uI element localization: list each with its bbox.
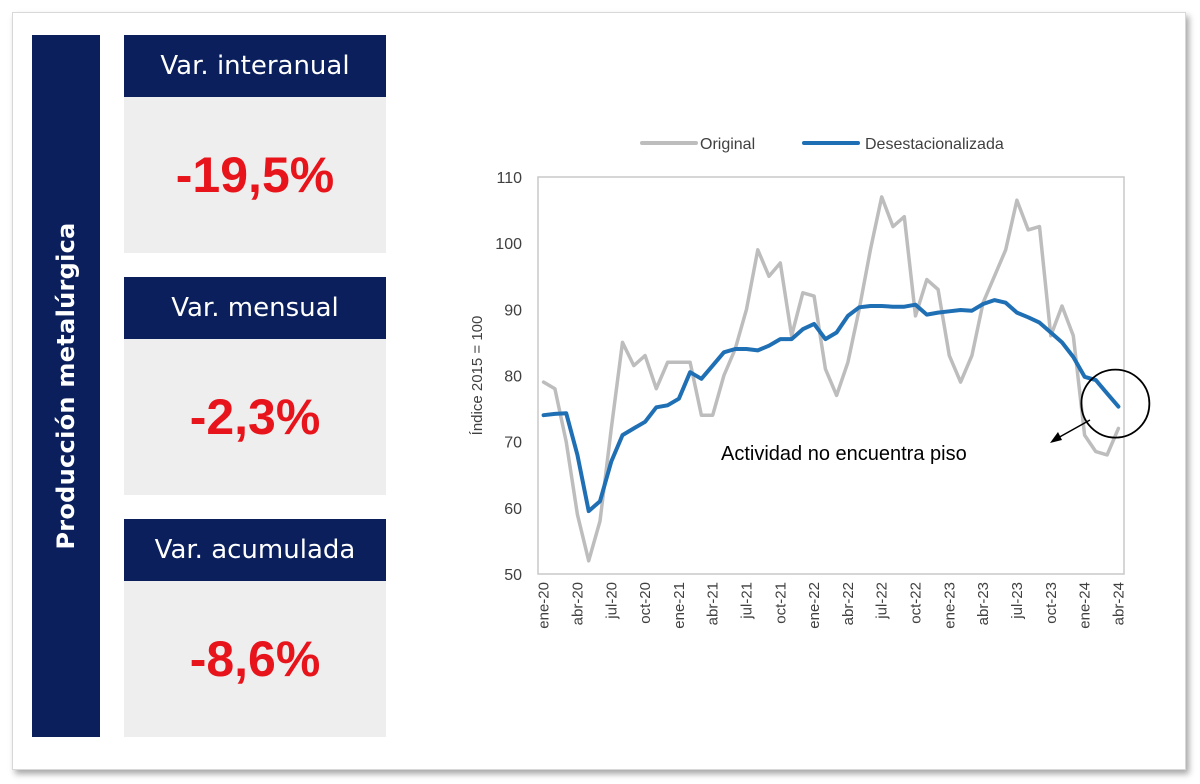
sidebar: Producción metalúrgica: [32, 35, 100, 737]
y-tick-label: 100: [495, 236, 522, 253]
x-tick-label: abr-21: [705, 582, 722, 625]
annotation-arrowhead: [1050, 432, 1062, 443]
card-mensual: Var. mensual -2,3%: [124, 277, 386, 495]
y-tick-label: 70: [504, 435, 522, 452]
x-tick-label: abr-24: [1110, 582, 1127, 625]
legend-label-desestacionalizada: Desestacionalizada: [865, 136, 1004, 153]
card-interanual: Var. interanual -19,5%: [124, 35, 386, 253]
x-tick-label: jul-21: [738, 582, 755, 620]
y-axis-label: Índice 2015 = 100: [469, 316, 486, 436]
x-tick-label: abr-20: [569, 582, 586, 625]
x-tick-label: oct-23: [1043, 582, 1060, 624]
card-header-interanual: Var. interanual: [124, 35, 386, 97]
card-header-acumulada: Var. acumulada: [124, 519, 386, 581]
x-tick-label: ene-22: [806, 582, 823, 629]
sidebar-title: Producción metalúrgica: [52, 222, 80, 550]
x-tick-label: ene-21: [671, 582, 688, 629]
annotation-text: Actividad no encuentra piso: [721, 443, 967, 465]
series-line-desestacionalizada: [541, 298, 1121, 514]
card-value-interanual: -19,5%: [124, 97, 386, 253]
plot-area: [537, 176, 1125, 575]
card-value-mensual: -2,3%: [124, 339, 386, 495]
x-tick-label: ene-23: [941, 582, 958, 629]
line-chart: 50 60 70 80 90 100 110 Índice 2015 = 100 ene-20 a…: [469, 136, 1151, 629]
card-acumulada: Var. acumulada -8,6%: [124, 519, 386, 737]
x-tick-label: jul-23: [1009, 582, 1026, 620]
y-tick-label: 110: [496, 170, 522, 187]
x-tick-label: oct-20: [637, 582, 654, 624]
annotation-arrow: [1055, 419, 1091, 440]
x-tick-label: abr-22: [840, 582, 857, 625]
x-tick-label: ene-24: [1077, 582, 1094, 629]
annotation-circle: [1080, 368, 1151, 439]
y-tick-label: 80: [504, 369, 522, 386]
x-tick-label: jul-22: [874, 582, 891, 620]
series-line-original: [541, 195, 1121, 563]
y-tick-label: 50: [504, 567, 522, 584]
x-tick-label: abr-23: [975, 582, 992, 625]
y-tick-label: 90: [504, 302, 522, 319]
x-tick-label: oct-21: [772, 582, 789, 624]
x-tick-label: ene-20: [536, 582, 553, 629]
x-tick-label: jul-20: [603, 582, 620, 620]
legend-label-original: Original: [700, 136, 755, 153]
y-tick-label: 60: [504, 501, 522, 518]
card-value-acumulada: -8,6%: [124, 581, 386, 737]
card-header-mensual: Var. mensual: [124, 277, 386, 339]
x-tick-label: oct-22: [908, 582, 925, 624]
